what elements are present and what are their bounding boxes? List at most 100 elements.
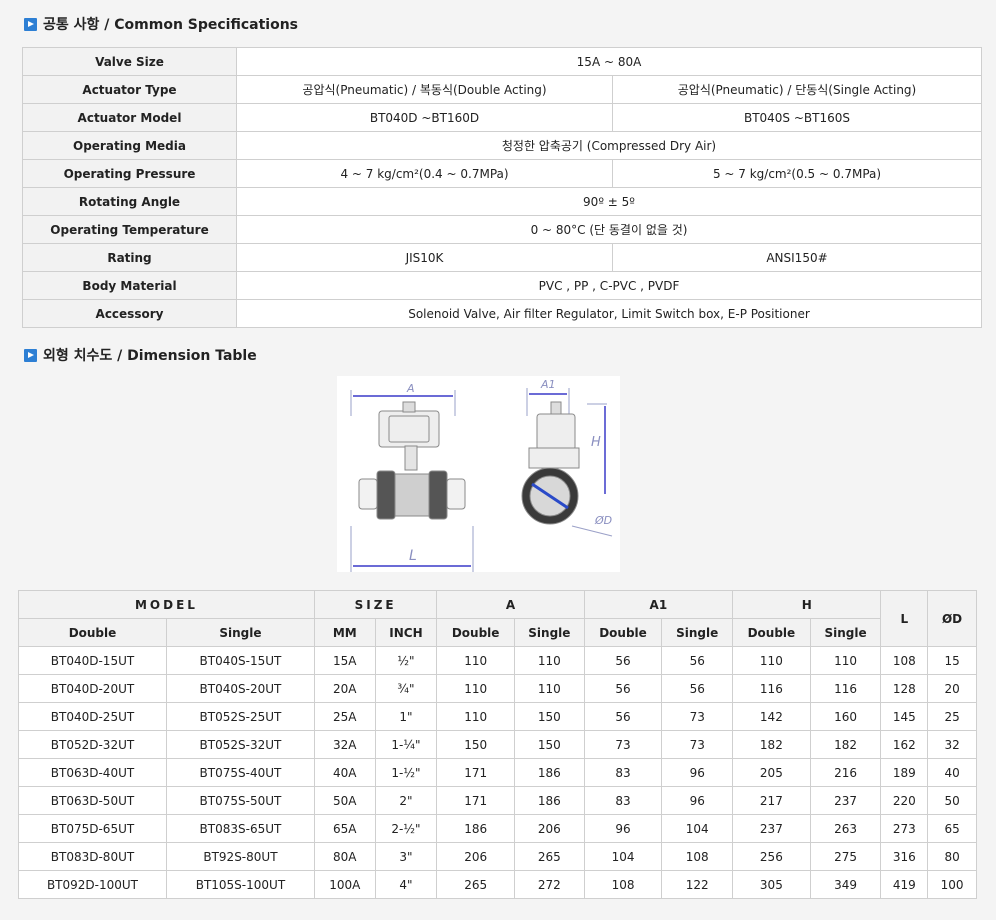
spec-row-actuator-type: Actuator Type 공압식(Pneumatic) / 복동식(Doubl… [22,75,982,104]
cell-a1-double: 83 [583,786,663,815]
spec-value: PVC , PP , C-PVC , PVDF [236,271,982,300]
spec-row-accessory: Accessory Solenoid Valve, Air filter Reg… [22,299,982,328]
cell-size-inch: 1-¼" [374,730,438,759]
col-header-h-double: Double [732,618,811,647]
spec-row-operating-temperature: Operating Temperature 0 ~ 80°C (단 동결이 없을… [22,215,982,244]
cell-d: 25 [927,702,977,731]
spec-value-single: 5 ~ 7 kg/cm²(0.5 ~ 0.7MPa) [612,159,982,188]
dimension-label-l: L [409,548,417,564]
cell-size-mm: 15A [313,646,376,675]
cell-h-single: 216 [809,758,882,787]
spec-value: 90º ± 5º [236,187,982,216]
spec-value-single: BT040S ~BT160S [612,103,982,132]
dimension-label-a1: A1 [540,378,556,391]
cell-a-double: 150 [436,730,515,759]
cell-a1-double: 73 [583,730,663,759]
specifications-table: Valve Size 15A ~ 80A Actuator Type 공압식(P… [22,47,982,328]
col-header-a1-double: Double [583,618,663,647]
cell-a-double: 171 [436,786,515,815]
cell-a-single: 265 [513,842,585,871]
col-header-single: Single [165,618,315,647]
cell-h-double: 256 [732,842,811,871]
cell-d: 50 [927,786,977,815]
cell-size-inch: 2" [374,786,438,815]
cell-a-double: 171 [436,758,515,787]
cell-size-mm: 25A [313,702,376,731]
spec-row-rotating-angle: Rotating Angle 90º ± 5º [22,187,982,216]
spec-row-valve-size: Valve Size 15A ~ 80A [22,47,982,76]
cell-model-single: BT052S-25UT [165,702,315,731]
spec-value: Solenoid Valve, Air filter Regulator, Li… [236,299,982,328]
cell-size-inch: 2-½" [374,814,438,843]
table-row: BT063D-50UT BT075S-50UT 50A 2" 171 186 83 96 217… [18,786,977,815]
cell-h-single: 110 [809,646,882,675]
col-header-inch: INCH [374,618,438,647]
cell-l: 189 [880,758,929,787]
cell-size-inch: 3" [374,842,438,871]
col-header-model: MODEL [18,590,315,619]
cell-model-double: BT092D-100UT [18,870,167,899]
dimension-label-d: ØD [594,514,612,527]
col-header-a-double: Double [436,618,515,647]
dimension-table: MODEL SIZE A A1 H L ØD Double Single MM … [18,590,977,899]
cell-a-single: 150 [513,730,585,759]
spec-value-double: 4 ~ 7 kg/cm²(0.4 ~ 0.7MPa) [236,159,613,188]
spec-label: Rating [22,243,237,272]
cell-a1-double: 56 [583,702,663,731]
spec-label: Valve Size [22,47,237,76]
table-row: BT040D-25UT BT052S-25UT 25A 1" 110 150 56 73 142… [18,702,977,731]
cell-h-double: 237 [732,814,811,843]
spec-label: Actuator Model [22,103,237,132]
cell-a-double: 110 [436,702,515,731]
cell-a1-double: 108 [583,870,663,899]
play-arrow-icon [24,348,37,362]
cell-d: 65 [927,814,977,843]
cell-model-double: BT040D-20UT [18,674,167,703]
cell-a-single: 206 [513,814,585,843]
table-row: BT063D-40UT BT075S-40UT 40A 1-½" 171 186 83 96 2… [18,758,977,787]
cell-a1-single: 104 [661,814,734,843]
dimension-label-a: A [406,382,415,395]
cell-h-single: 349 [809,870,882,899]
cell-h-double: 182 [732,730,811,759]
spec-value-double: BT040D ~BT160D [236,103,613,132]
cell-size-mm: 65A [313,814,376,843]
cell-size-mm: 80A [313,842,376,871]
cell-size-mm: 20A [313,674,376,703]
cell-h-double: 205 [732,758,811,787]
cell-model-double: BT040D-15UT [18,646,167,675]
cell-a-single: 272 [513,870,585,899]
valve-drawing-svg: A L A1 H ØD [350,378,612,572]
spec-value-single: 공압식(Pneumatic) / 단동식(Single Acting) [612,75,982,104]
spec-row-operating-media: Operating Media 청정한 압축공기 (Compressed Dry… [22,131,982,160]
cell-h-double: 110 [732,646,811,675]
cell-model-single: BT040S-20UT [165,674,315,703]
play-arrow-icon [24,17,37,31]
cell-a1-double: 56 [583,674,663,703]
valve-dimension-drawing: A L A1 H ØD [337,376,620,572]
spec-row-body-material: Body Material PVC , PP , C-PVC , PVDF [22,271,982,300]
cell-l: 145 [880,702,929,731]
spec-label: Operating Temperature [22,215,237,244]
cell-a1-double: 56 [583,646,663,675]
col-header-size: SIZE [313,590,438,619]
cell-d: 100 [927,870,977,899]
cell-model-single: BT083S-65UT [165,814,315,843]
spec-value-double: 공압식(Pneumatic) / 복동식(Double Acting) [236,75,613,104]
cell-h-single: 182 [809,730,882,759]
cell-a-single: 110 [513,646,585,675]
col-header-a: A [436,590,585,619]
cell-a-single: 186 [513,758,585,787]
cell-model-double: BT063D-40UT [18,758,167,787]
cell-size-inch: 1" [374,702,438,731]
cell-a-double: 265 [436,870,515,899]
spec-row-actuator-model: Actuator Model BT040D ~BT160D BT040S ~BT… [22,103,982,132]
spec-value-double: JIS10K [236,243,613,272]
dim-header-row-2: Double Single MM INCH Double Single Doub… [18,618,977,647]
front-view [350,390,474,572]
cell-h-single: 275 [809,842,882,871]
spec-row-operating-pressure: Operating Pressure 4 ~ 7 kg/cm²(0.4 ~ 0.… [22,159,982,188]
cell-size-mm: 50A [313,786,376,815]
cell-h-double: 305 [732,870,811,899]
cell-l: 162 [880,730,929,759]
